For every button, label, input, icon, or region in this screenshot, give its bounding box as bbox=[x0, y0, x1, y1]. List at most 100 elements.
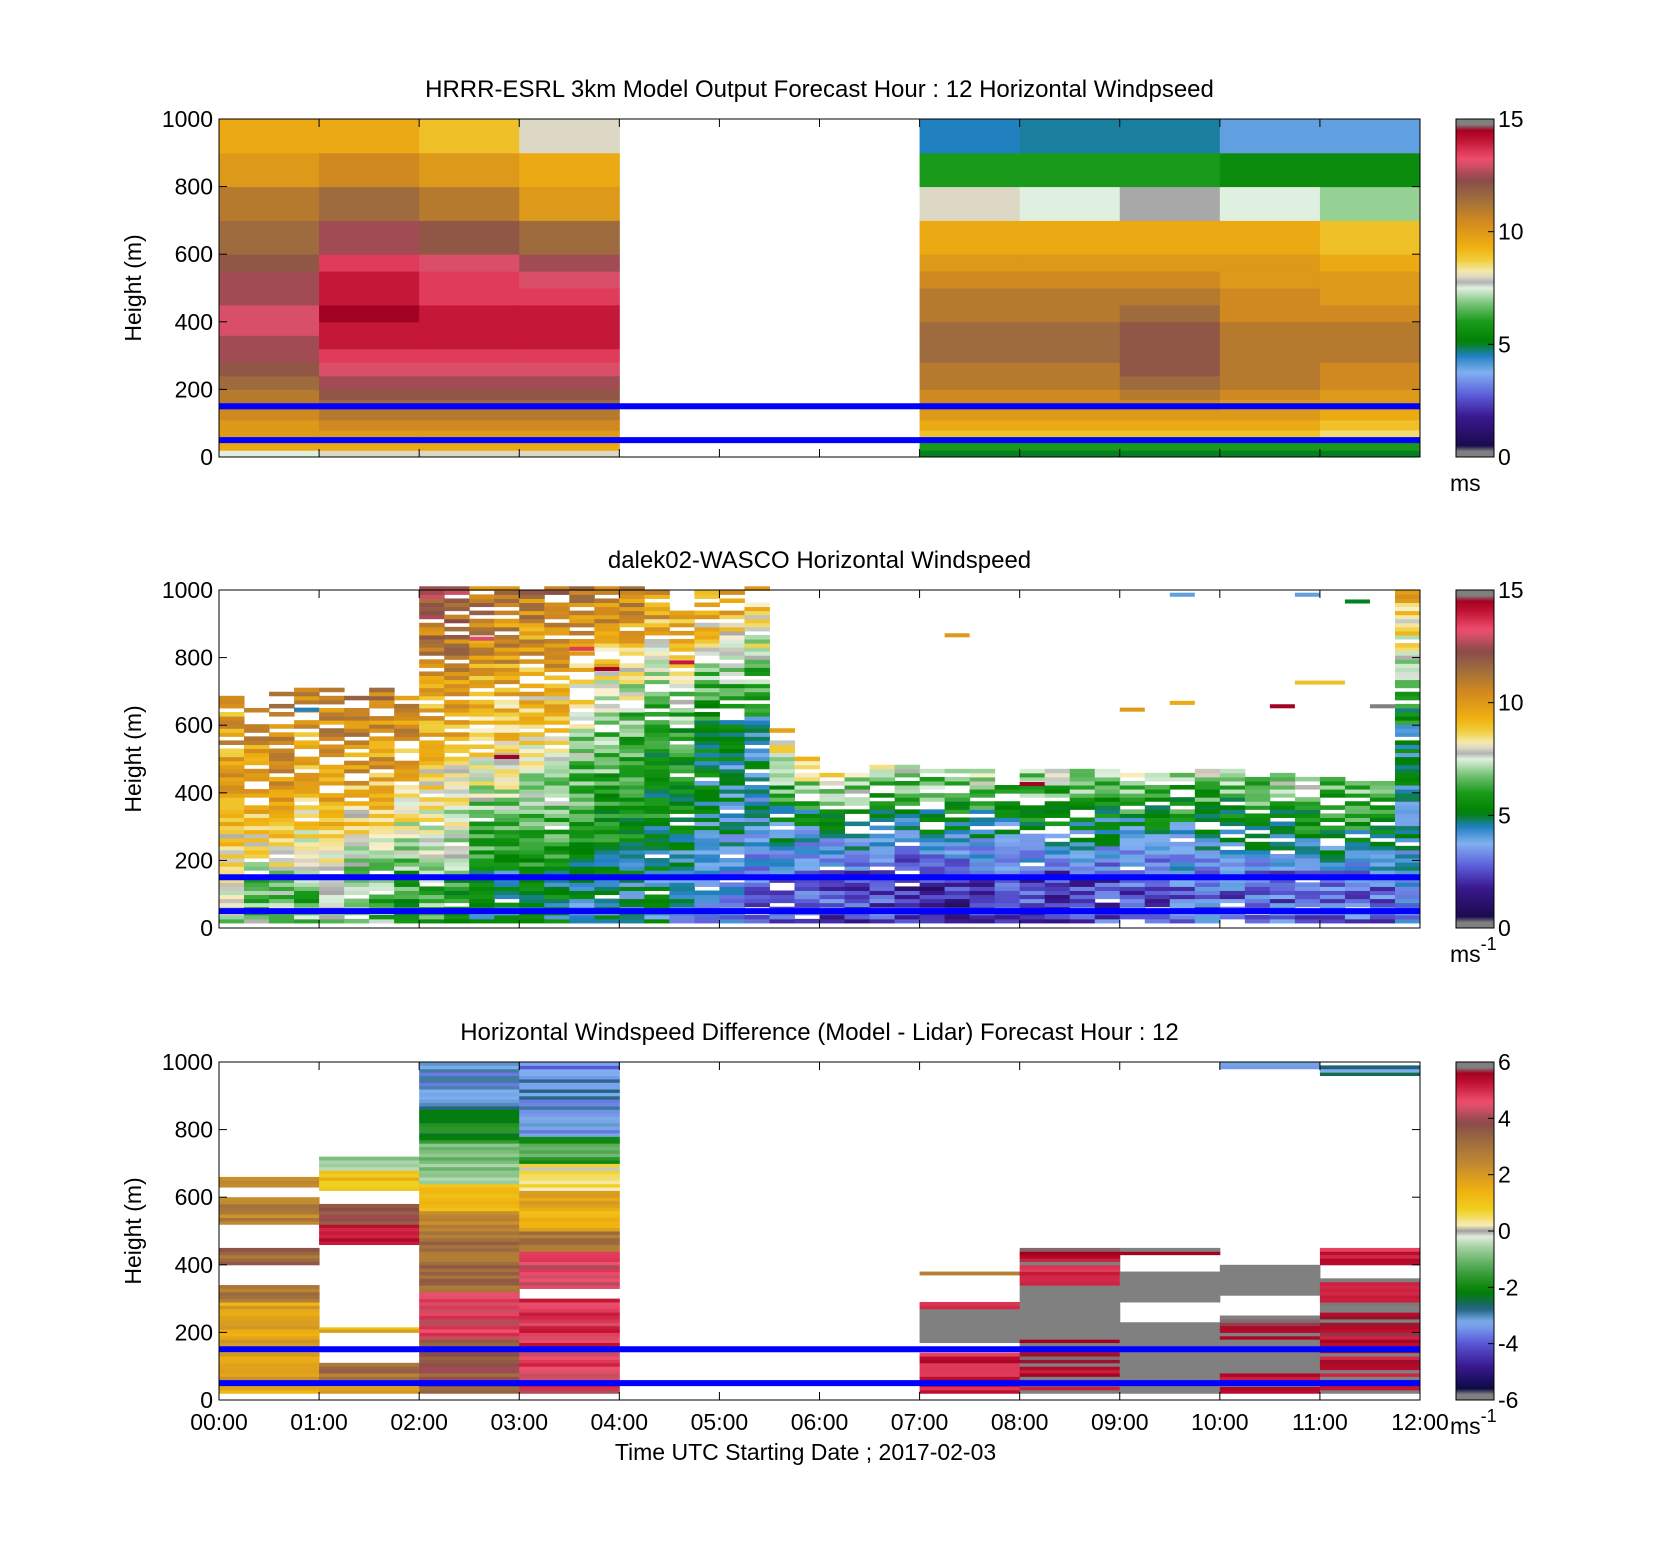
heatmap-cell bbox=[1319, 321, 1421, 336]
heatmap-cell bbox=[469, 870, 495, 875]
heatmap-cell bbox=[1019, 1308, 1121, 1313]
heatmap-cell bbox=[719, 914, 745, 920]
heatmap-cell bbox=[694, 862, 720, 867]
heatmap-cell bbox=[769, 849, 795, 855]
heatmap-cell bbox=[744, 898, 770, 904]
heatmap-cell bbox=[1019, 886, 1046, 891]
heatmap-cell bbox=[719, 736, 745, 741]
heatmap-cell bbox=[1394, 760, 1421, 766]
heatmap-cell bbox=[319, 1220, 420, 1225]
heatmap-cell bbox=[469, 776, 495, 782]
heatmap-cell bbox=[719, 866, 745, 871]
heatmap-cell bbox=[494, 853, 520, 859]
heatmap-cell bbox=[394, 837, 420, 843]
heatmap-cell bbox=[519, 1241, 620, 1246]
heatmap-cell bbox=[419, 1247, 520, 1252]
heatmap-cell bbox=[994, 849, 1021, 855]
heatmap-cell bbox=[219, 1180, 320, 1185]
heatmap-cell bbox=[1219, 817, 1246, 823]
heatmap-cell bbox=[919, 902, 946, 908]
heatmap-cell bbox=[244, 744, 270, 750]
heatmap-cell bbox=[1169, 866, 1196, 871]
heatmap-cell bbox=[619, 760, 645, 766]
heatmap-cell bbox=[219, 1322, 320, 1327]
heatmap-cell bbox=[219, 1315, 320, 1320]
heatmap-cell bbox=[494, 647, 520, 652]
heatmap-cell bbox=[719, 728, 745, 733]
heatmap-cell bbox=[719, 845, 745, 851]
heatmap-cell bbox=[444, 756, 470, 762]
y-tick-label: 1000 bbox=[162, 577, 213, 603]
heatmap-cell bbox=[294, 890, 320, 896]
heatmap-cell bbox=[869, 898, 896, 904]
heatmap-cell bbox=[394, 728, 420, 733]
heatmap-cell bbox=[919, 362, 1021, 377]
heatmap-cell bbox=[1044, 801, 1071, 806]
heatmap-cell bbox=[569, 716, 595, 721]
heatmap-cell bbox=[1369, 780, 1396, 786]
heatmap-cell bbox=[919, 813, 946, 818]
y-tick-label: 600 bbox=[175, 1184, 213, 1210]
heatmap-cell bbox=[419, 894, 445, 900]
heatmap-cell bbox=[769, 845, 795, 851]
heatmap-cell bbox=[369, 821, 395, 827]
heatmap-cell bbox=[269, 825, 295, 831]
heatmap-cell bbox=[1019, 389, 1121, 401]
heatmap-cell bbox=[719, 752, 745, 758]
heatmap-cell bbox=[1094, 902, 1121, 908]
heatmap-cell bbox=[319, 1362, 420, 1367]
heatmap-cell bbox=[1394, 675, 1421, 681]
heatmap-cell bbox=[744, 606, 770, 612]
heatmap-cell bbox=[1069, 768, 1096, 774]
heatmap-cell bbox=[1019, 776, 1046, 782]
heatmap-cell bbox=[569, 594, 595, 599]
heatmap-cell bbox=[794, 764, 820, 770]
heatmap-cell bbox=[1219, 1369, 1321, 1374]
heatmap-cell bbox=[1119, 801, 1146, 806]
heatmap-cell bbox=[1119, 335, 1221, 350]
heatmap-cell bbox=[1044, 772, 1071, 778]
heatmap-cell bbox=[494, 780, 520, 786]
heatmap-cell bbox=[869, 878, 896, 883]
heatmap-cell bbox=[1019, 362, 1121, 377]
heatmap-cell bbox=[269, 691, 295, 697]
heatmap-cell bbox=[344, 801, 370, 806]
heatmap-cell bbox=[519, 886, 545, 891]
heatmap-cell bbox=[1219, 220, 1321, 255]
heatmap-cell bbox=[219, 833, 245, 839]
heatmap-cell bbox=[969, 785, 996, 790]
heatmap-cell bbox=[419, 833, 445, 839]
heatmap-cell bbox=[319, 1389, 420, 1394]
heatmap-cell bbox=[1344, 894, 1371, 900]
heatmap-cell bbox=[519, 1372, 620, 1377]
heatmap-cell bbox=[619, 720, 645, 725]
heatmap-cell bbox=[969, 805, 996, 810]
heatmap-cell bbox=[619, 870, 645, 875]
heatmap-cell bbox=[419, 1163, 520, 1168]
heatmap-cell bbox=[1394, 663, 1421, 668]
heatmap-cell bbox=[269, 882, 295, 887]
heatmap-cell bbox=[519, 870, 545, 875]
heatmap-cell bbox=[1094, 862, 1121, 867]
heatmap-cell bbox=[719, 651, 745, 656]
heatmap-cell bbox=[369, 776, 395, 782]
heatmap-cell bbox=[1094, 858, 1121, 863]
heatmap-cell bbox=[319, 793, 345, 798]
heatmap-cell bbox=[1194, 882, 1221, 887]
heatmap-cell bbox=[1094, 914, 1121, 920]
heatmap-cell bbox=[294, 813, 320, 818]
heatmap-cell bbox=[1319, 288, 1421, 306]
heatmap-cell bbox=[1019, 890, 1046, 896]
x-tick-label: 04:00 bbox=[591, 1409, 649, 1435]
heatmap-cell bbox=[244, 740, 270, 745]
heatmap-cell bbox=[394, 748, 420, 754]
heatmap-cell bbox=[744, 837, 770, 843]
heatmap-cell bbox=[894, 829, 921, 835]
heatmap-cell bbox=[1019, 1281, 1121, 1286]
heatmap-cell bbox=[319, 375, 420, 390]
heatmap-cell bbox=[419, 1116, 520, 1120]
heatmap-cell bbox=[744, 813, 770, 818]
heatmap-cell bbox=[1219, 785, 1246, 790]
heatmap-cell bbox=[269, 801, 295, 806]
heatmap-cell bbox=[919, 809, 946, 814]
